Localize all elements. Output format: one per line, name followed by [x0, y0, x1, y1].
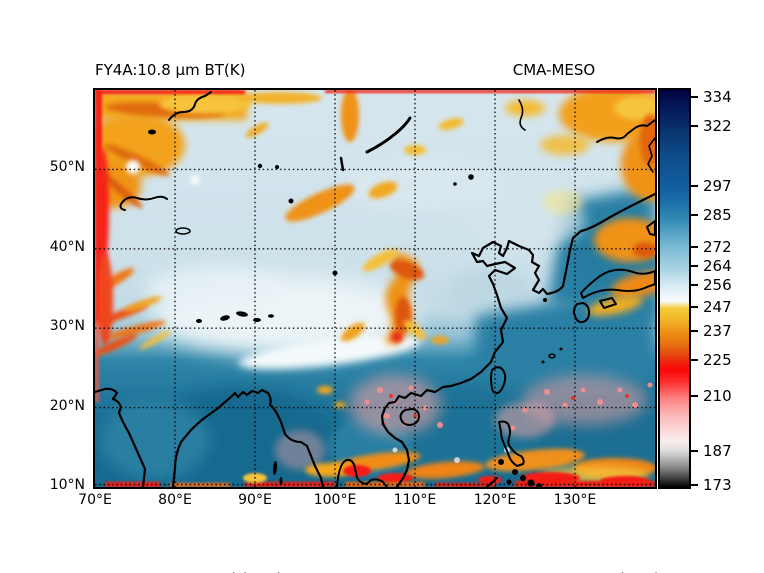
y-axis-labels: 50°N 40°N 30°N 20°N 10°N — [36, 88, 88, 493]
y-tick-label: 50°N — [49, 159, 85, 176]
colorbar-tick — [691, 358, 698, 361]
valid-time-block: 2026020821(UTC) 2026020905(CST) — [400, 509, 660, 573]
page-title: FY4A:10.8 μm BT(K) — [95, 61, 246, 79]
colorbar-tick — [691, 264, 698, 267]
colorbar-tick — [691, 394, 698, 397]
colorbar-tick — [691, 96, 698, 99]
x-tick-label: 70°E — [78, 492, 112, 508]
colorbar-tick-label: 272 — [703, 237, 732, 256]
init-time-block: 2026020718+027h(UTC) 2026020802+027h(CST… — [95, 509, 283, 573]
x-axis-labels: 70°E 80°E 90°E 100°E 110°E 120°E 130°E — [78, 492, 655, 512]
valid-time-utc: 2026020821(UTC) — [400, 565, 660, 573]
bt-field-map — [95, 90, 655, 487]
colorbar-tick — [691, 125, 698, 128]
colorbar — [658, 88, 691, 489]
colorbar-tick-label: 210 — [703, 386, 732, 405]
colorbar-tick — [691, 450, 698, 453]
colorbar-tick — [691, 185, 698, 188]
colorbar-tick-label: 334 — [703, 88, 732, 107]
map-plot-area — [93, 88, 657, 489]
cloud-layer — [95, 90, 655, 487]
colorbar-tick-label: 256 — [703, 276, 732, 295]
colorbar-tick-label: 187 — [703, 442, 732, 461]
colorbar-tick — [691, 329, 698, 332]
colorbar-tick — [691, 245, 698, 248]
colorbar-tick-label: 225 — [703, 350, 732, 369]
colorbar-tick — [691, 214, 698, 217]
x-tick-label: 80°E — [158, 492, 192, 508]
y-tick-label: 20°N — [49, 397, 85, 414]
graticule-layer — [95, 90, 655, 487]
colorbar-tick-label: 322 — [703, 117, 732, 136]
colorbar-tick-label: 285 — [703, 206, 732, 225]
colorbar-tick — [691, 284, 698, 287]
colorbar-tick — [691, 484, 698, 486]
colorbar-tick-label: 297 — [703, 177, 732, 196]
colorbar-tick-label: 237 — [703, 321, 732, 340]
y-tick-label: 30°N — [49, 318, 85, 335]
x-tick-label: 120°E — [473, 492, 517, 508]
y-tick-label: 10°N — [49, 477, 85, 493]
colorbar-tick — [691, 305, 698, 308]
x-tick-label: 110°E — [393, 492, 437, 508]
init-time-utc: 2026020718+027h(UTC) — [95, 565, 283, 573]
colorbar-axis: 334 322 297 285 272 264 256 247 237 225 210 187 173 — [691, 88, 763, 494]
y-tick-label: 40°N — [49, 238, 85, 255]
x-tick-label: 130°E — [553, 492, 597, 508]
colorbar-tick-label: 247 — [703, 297, 732, 316]
x-tick-label: 100°E — [313, 492, 357, 508]
x-tick-label: 90°E — [238, 492, 272, 508]
colorbar-tick-label: 173 — [703, 476, 732, 494]
colorbar-tick-label: 264 — [703, 256, 732, 275]
coastline-layer — [95, 91, 655, 487]
model-title: CMA-MESO — [512, 61, 596, 79]
